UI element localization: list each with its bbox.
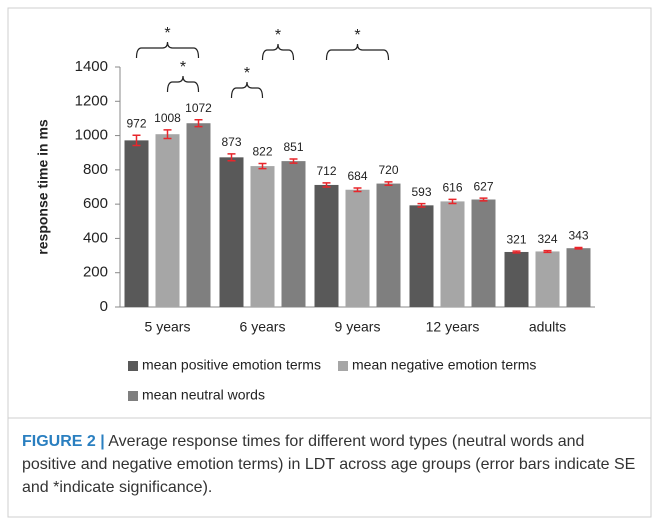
error-bar	[353, 187, 362, 193]
bar	[566, 248, 591, 307]
y-tick-label: 1000	[75, 127, 108, 144]
error-bar	[289, 158, 298, 164]
data-label: 1008	[154, 111, 181, 125]
error-bar	[163, 129, 172, 140]
significance-bracket	[230, 81, 264, 99]
error-bar	[132, 134, 141, 147]
error-bar	[512, 250, 521, 254]
significance-label: *	[244, 65, 250, 82]
y-tick-label: 400	[83, 229, 108, 246]
data-label: 720	[378, 163, 398, 177]
bar	[186, 123, 211, 307]
legend-label: mean positive emotion terms	[142, 357, 321, 373]
significance-label: *	[180, 59, 186, 76]
data-label: 873	[221, 135, 241, 149]
error-bar	[479, 197, 488, 202]
significance-label: *	[354, 27, 360, 44]
y-tick-label: 0	[100, 298, 108, 315]
error-bar	[543, 249, 552, 254]
legend-label: mean negative emotion terms	[352, 357, 536, 373]
significance-bracket	[166, 75, 200, 93]
y-tick-label: 1200	[75, 92, 108, 109]
bar	[504, 251, 529, 307]
bar	[219, 157, 244, 307]
data-label: 712	[316, 164, 336, 178]
error-bar	[417, 202, 426, 208]
y-tick-label: 200	[83, 264, 108, 281]
x-tick-label: 9 years	[335, 319, 381, 335]
data-label: 616	[442, 181, 462, 195]
legend-swatch	[338, 361, 348, 371]
significance-label: *	[164, 25, 170, 42]
x-tick-label: 6 years	[240, 319, 286, 335]
bar	[250, 166, 275, 307]
error-bar	[194, 119, 203, 128]
caption-text: Average response times for different wor…	[22, 433, 636, 496]
legend-label: mean neutral words	[142, 387, 265, 403]
data-label: 851	[283, 140, 303, 154]
bar	[376, 183, 401, 307]
bar	[314, 184, 339, 307]
error-bar	[448, 198, 457, 205]
legend-swatch	[128, 391, 138, 401]
data-label: 972	[126, 116, 146, 130]
error-bar	[258, 162, 267, 170]
legend-swatch	[128, 361, 138, 371]
error-bar	[574, 246, 583, 250]
bar	[345, 189, 370, 307]
bar	[471, 199, 496, 307]
bar	[409, 205, 434, 307]
y-tick-label: 600	[83, 195, 108, 212]
error-bar	[227, 153, 236, 162]
x-tick-label: 5 years	[145, 319, 191, 335]
error-bar	[322, 182, 331, 188]
y-tick-label: 800	[83, 161, 108, 178]
data-label: 593	[411, 185, 431, 199]
data-label: 1072	[185, 101, 212, 115]
x-tick-label: 12 years	[426, 319, 480, 335]
bar	[155, 134, 180, 307]
caption-label: FIGURE 2 |	[22, 433, 105, 450]
y-tick-label: 1400	[75, 58, 108, 75]
bar	[440, 201, 465, 307]
significance-bracket	[325, 43, 390, 61]
caption: FIGURE 2 | Average response times for di…	[22, 430, 637, 499]
data-label: 321	[506, 232, 526, 246]
y-axis-label: response time in ms	[35, 119, 51, 255]
bar	[281, 161, 306, 307]
frame	[7, 7, 652, 518]
significance-bracket	[135, 41, 200, 59]
error-bar	[384, 181, 393, 187]
bar	[124, 140, 149, 307]
data-label: 684	[347, 169, 367, 183]
bar	[535, 251, 560, 307]
significance-bracket	[261, 43, 295, 61]
data-label: 822	[252, 145, 272, 159]
data-label: 343	[568, 229, 588, 243]
significance-label: *	[275, 27, 281, 44]
data-label: 627	[473, 179, 493, 193]
x-tick-label: adults	[529, 319, 566, 335]
data-label: 324	[537, 232, 557, 246]
